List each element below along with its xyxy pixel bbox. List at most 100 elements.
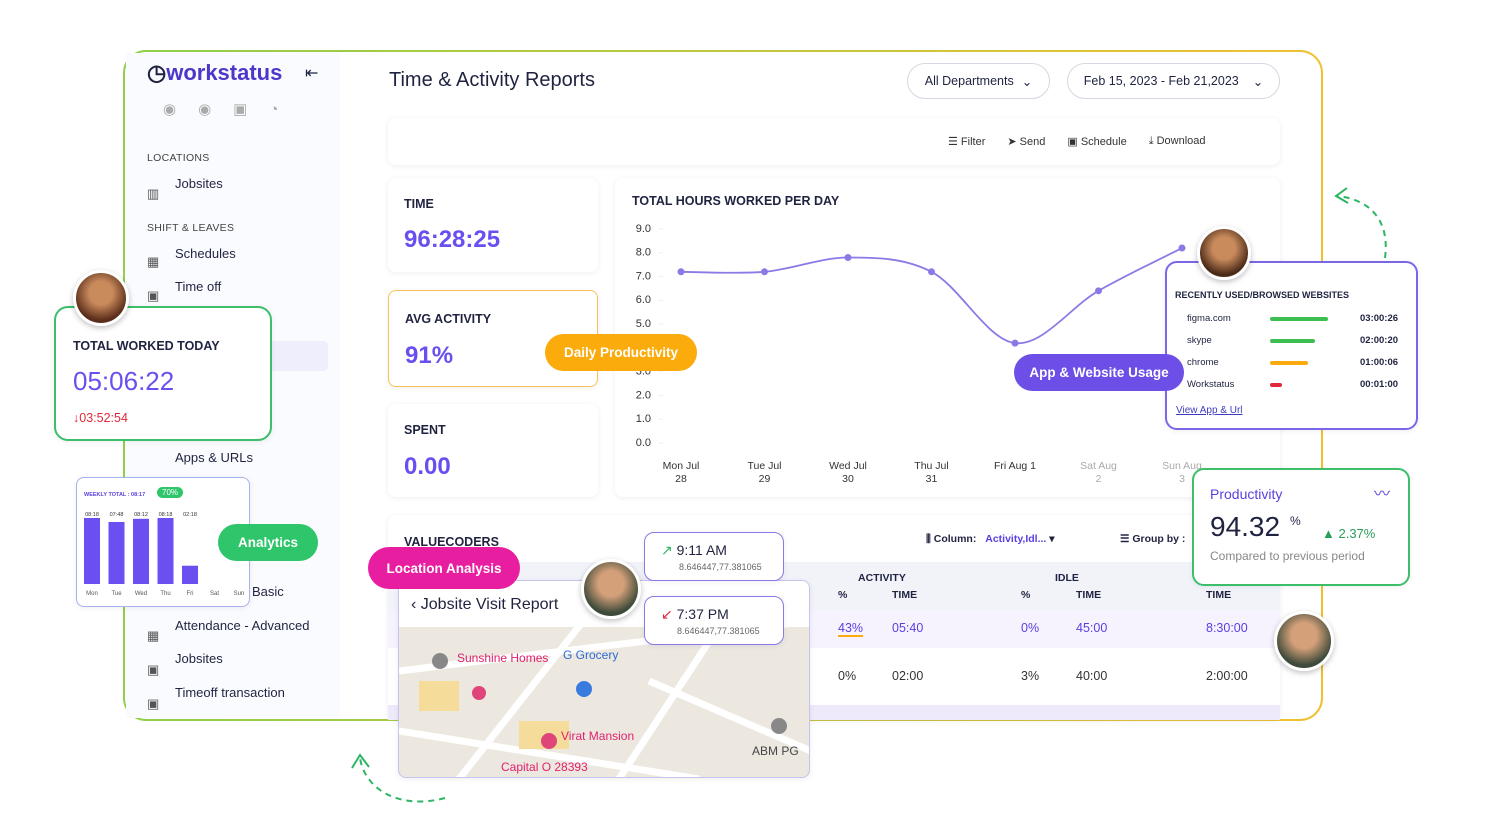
table-cell: 0% <box>1021 621 1040 635</box>
value-label: 02:18 <box>183 512 197 518</box>
usage-bar <box>1270 361 1308 365</box>
group-header: ACTIVITY <box>858 572 906 584</box>
x-tick-label: Sat Aug 2 <box>1080 460 1117 485</box>
avatar <box>73 270 129 326</box>
site-time: 02:00:20 <box>1360 335 1399 346</box>
toolbar: ☰ Filter ➤ Send ▣ Schedule ⤓ Download <box>388 118 1280 165</box>
weekly-badge: 70% <box>157 487 184 498</box>
pin <box>771 718 787 734</box>
out-arrow: ↙ <box>661 606 673 622</box>
nav-item[interactable]: Basic <box>252 584 284 599</box>
stat-card: TIME 96:28:25 <box>388 178 598 272</box>
block <box>419 681 459 711</box>
x-tick-label: Tue Jul 29 <box>747 460 782 485</box>
table-cell: 3% <box>1021 669 1040 683</box>
table-cell: 45:00 <box>1076 621 1108 635</box>
point <box>844 254 852 262</box>
point <box>761 268 768 276</box>
column-header: TIME <box>1206 589 1232 601</box>
control-label: Group by : <box>1132 533 1186 545</box>
avatar <box>1274 611 1334 671</box>
site-name: Workstatus <box>1187 379 1235 390</box>
pin <box>576 681 592 697</box>
nav-item[interactable]: Jobsites <box>175 176 223 191</box>
visit-time: ↗ 9:11 AM <box>661 542 727 559</box>
today-card: TOTAL WORKED TODAY 05:06:22 ↓03:52:54 <box>54 306 272 441</box>
x-tick-label: Mon <box>86 591 98 597</box>
download-btn[interactable]: ⤓ Download <box>1148 135 1206 147</box>
nav-item[interactable]: Time off <box>175 279 222 294</box>
nav-item[interactable]: Attendance - Advanced <box>175 618 310 633</box>
avatar <box>1197 226 1251 280</box>
pin <box>432 653 448 669</box>
nav-item[interactable]: Jobsites <box>175 651 223 666</box>
site-time: 03:00:26 <box>1360 313 1399 324</box>
arrow-head <box>1334 187 1349 204</box>
point <box>1178 244 1186 252</box>
change-text: 2.37% <box>1338 526 1376 541</box>
y-tick-label: 5.0 <box>636 318 651 330</box>
arrow <box>1337 195 1387 259</box>
point <box>1095 287 1102 295</box>
y-tick-label: 8.0 <box>636 247 651 259</box>
today-title: TOTAL WORKED TODAY <box>73 339 220 353</box>
prod-change: ▲ 2.37% <box>1322 526 1376 541</box>
date-select[interactable]: Feb 15, 2023 - Feb 21,2023 ⌄ <box>1067 63 1280 99</box>
nav-item[interactable]: Apps & URLs <box>175 450 254 465</box>
btn-text: Download <box>1156 135 1206 147</box>
y-tick-label: 7.0 <box>636 270 651 282</box>
column-header: TIME <box>1076 589 1102 601</box>
time-text: 9:11 AM <box>676 542 727 558</box>
group-control[interactable]: ☰ Group by : <box>1120 533 1186 545</box>
in-arrow: ↗ <box>661 542 673 558</box>
bar <box>84 518 100 584</box>
bar <box>108 521 125 584</box>
arrow-head <box>351 753 370 769</box>
pin <box>472 686 486 700</box>
pin <box>541 733 557 749</box>
column-header: % <box>838 589 848 601</box>
y-tick-label: 9.0 <box>636 223 651 235</box>
icon-row[interactable]: ◉◉▣◔ <box>163 101 301 118</box>
visit-card: ↗ 9:11 AM 8.646447,77.381065 <box>644 532 784 581</box>
group-header: IDLE <box>1055 572 1079 584</box>
column-control[interactable]: ⫼ Column: Activity,Idl... ▾ <box>926 533 1055 545</box>
point <box>677 268 685 276</box>
value-label: 08:12 <box>134 512 148 518</box>
bar <box>157 518 174 584</box>
btn-text: Filter <box>960 136 986 148</box>
stat-label: AVG ACTIVITY <box>405 312 492 326</box>
time-text: 7:37 PM <box>676 606 729 622</box>
site-time: 01:00:06 <box>1360 357 1399 368</box>
x-tick-label: Sat <box>210 591 219 597</box>
place: Sunshine Homes <box>457 651 549 665</box>
productivity-card: Productivity 〰 94.32 % ▲ 2.37% Compared … <box>1192 468 1410 586</box>
today-delta: ↓03:52:54 <box>73 411 128 425</box>
x-tick-label: Tue <box>111 591 122 597</box>
filter-btn[interactable]: ☰ Filter <box>948 136 986 148</box>
collapse-icon[interactable]: ⇤ <box>305 65 319 82</box>
department-select[interactable]: All Departments ⌄ <box>907 63 1050 99</box>
column-header: % <box>1021 589 1031 601</box>
logo: ◷ <box>147 60 167 85</box>
prod-unit: % <box>1290 514 1301 528</box>
nav-item[interactable]: Schedules <box>175 246 236 261</box>
send-btn[interactable]: ➤ Send <box>1007 136 1046 148</box>
value-label: 07:48 <box>110 512 124 518</box>
schedule-btn[interactable]: ▣ Schedule <box>1067 136 1127 148</box>
nav-item[interactable]: Timeoff transaction <box>175 685 285 700</box>
delta-text: 03:52:54 <box>79 411 128 425</box>
place: Virat Mansion <box>561 729 635 743</box>
map-title[interactable]: ‹ Jobsite Visit Report <box>411 596 559 613</box>
websites-link[interactable]: View App & Url <box>1176 405 1243 416</box>
visit-time: ↙ 7:37 PM <box>661 606 729 623</box>
badge: Daily Productivity <box>545 334 697 371</box>
x-tick-label: Thu <box>160 591 170 597</box>
y-tick-label: 1.0 <box>636 413 651 425</box>
table-cell: 8:30:00 <box>1206 621 1248 635</box>
brand: ◷workstatus <box>147 60 282 86</box>
x-tick-label: Sun Aug 3 <box>1162 460 1202 485</box>
chevron: ⌄ <box>1252 74 1264 89</box>
control-value: Activity,Idl... <box>985 533 1047 545</box>
avatar <box>581 559 641 619</box>
